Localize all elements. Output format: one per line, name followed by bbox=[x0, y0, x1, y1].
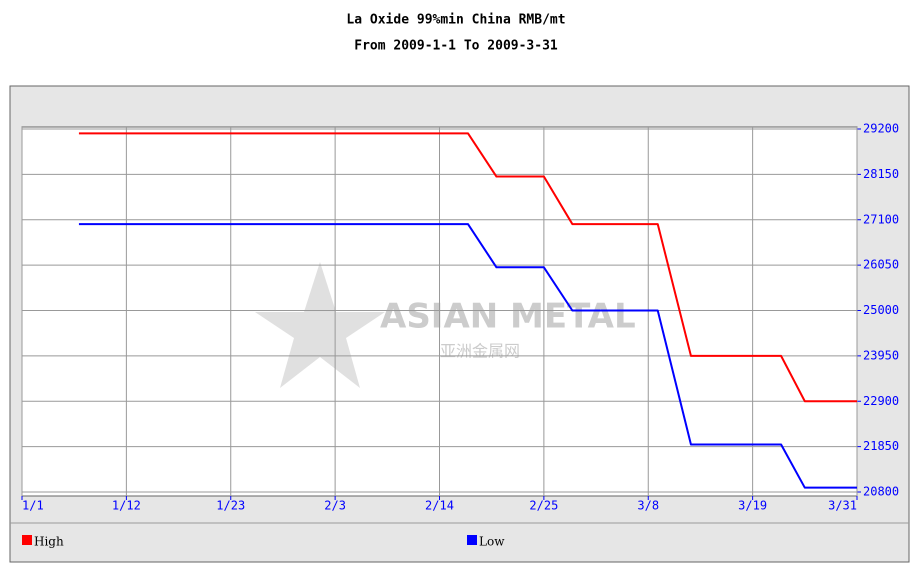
watermark-sub: 亚洲金属网 bbox=[440, 342, 520, 361]
x-tick-label: 1/12 bbox=[112, 499, 141, 513]
x-tick-label: 2/3 bbox=[324, 499, 346, 513]
x-tick-label: 2/14 bbox=[425, 499, 454, 513]
series-line bbox=[78, 223, 857, 489]
legend-swatch bbox=[22, 535, 32, 545]
x-tick-label: 3/8 bbox=[637, 499, 659, 513]
y-tick-label: 27100 bbox=[863, 212, 899, 226]
x-tick-label: 2/25 bbox=[529, 499, 558, 513]
legend-label: Low bbox=[479, 535, 505, 549]
legend-swatch bbox=[467, 535, 477, 545]
y-tick-label: 26050 bbox=[863, 258, 899, 272]
series-line bbox=[78, 132, 857, 403]
x-tick-label: 3/31 bbox=[828, 499, 857, 513]
y-tick-label: 22900 bbox=[863, 394, 899, 408]
x-tick-label: 3/19 bbox=[738, 499, 767, 513]
watermark: ASIAN METAL bbox=[380, 297, 636, 337]
y-tick-label: 29200 bbox=[863, 122, 899, 136]
legend-label: High bbox=[34, 535, 64, 549]
y-tick-label: 25000 bbox=[863, 303, 899, 317]
chart-title: La Oxide 99%min China RMB/mt bbox=[346, 13, 565, 28]
watermark-star bbox=[255, 262, 385, 388]
y-tick-label: 28150 bbox=[863, 167, 899, 181]
x-tick-label: 1/23 bbox=[216, 499, 245, 513]
chart-subtitle: From 2009-1-1 To 2009-3-31 bbox=[354, 39, 558, 54]
y-tick-label: 20800 bbox=[863, 485, 899, 499]
x-tick-label: 1/1 bbox=[22, 499, 44, 513]
y-tick-label: 23950 bbox=[863, 348, 899, 362]
y-tick-label: 21850 bbox=[863, 439, 899, 453]
